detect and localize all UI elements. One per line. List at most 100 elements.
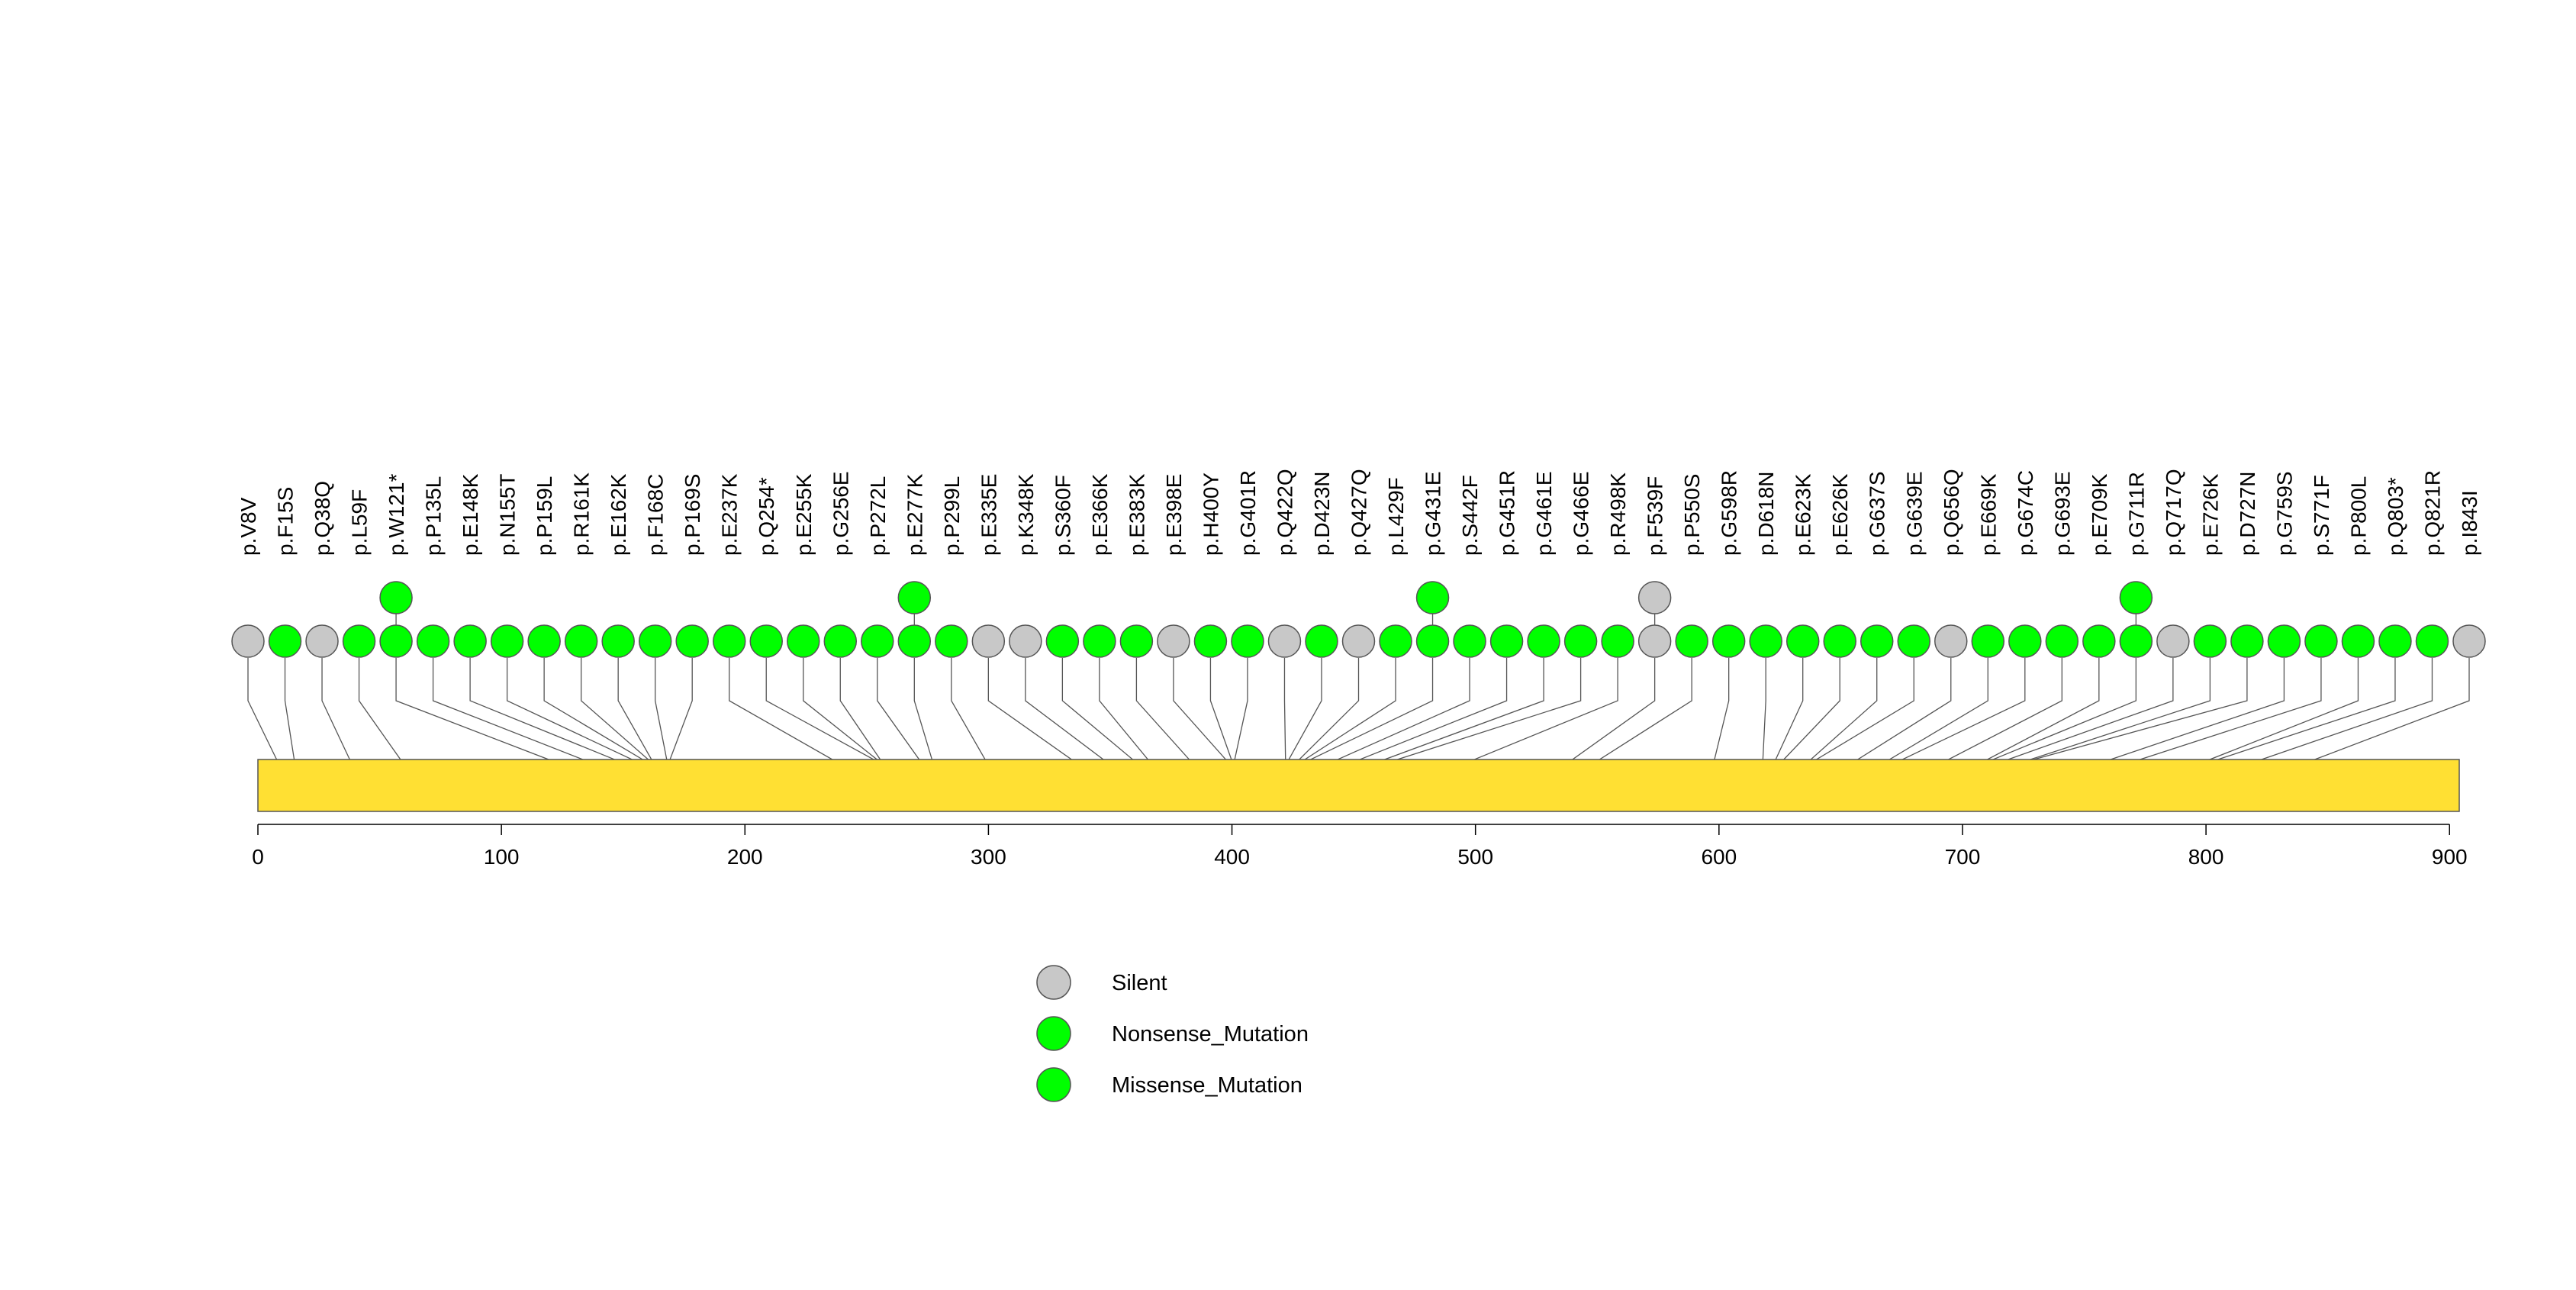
mutation-label: p.E277K <box>903 473 926 556</box>
mutation-dot-missense-mutation <box>861 624 894 658</box>
x-tick-label: 200 <box>727 845 763 869</box>
mutation-label: p.S771F <box>2310 475 2333 556</box>
x-tick-label: 300 <box>971 845 1006 869</box>
mutation-label: p.G401R <box>1236 470 1260 556</box>
mutation-dot-silent <box>1157 624 1190 658</box>
mutation-label: p.E162K <box>607 473 630 556</box>
mutation-dot-missense-mutation <box>2008 624 2042 658</box>
mutation-labels: p.V8V p.F15S p.Q38Q p.L59F p.W121* p.P135L p.E… <box>237 469 2481 556</box>
mutation-label: p.E726K <box>2198 473 2222 556</box>
legend-marker <box>1036 965 1071 1000</box>
mutation-dot-silent <box>971 624 1006 658</box>
mutation-dot-missense-mutation <box>1193 624 1228 658</box>
mutation-dot-missense-mutation <box>2082 624 2116 658</box>
mutation-label: p.I843I <box>2458 490 2481 556</box>
mutation-dot-nonsense-mutation <box>2378 624 2412 658</box>
mutation-label: p.S442F <box>1458 475 1482 556</box>
mutation-dot-nonsense-mutation <box>379 624 413 658</box>
mutation-dot-silent <box>1009 624 1042 658</box>
x-tick-label: 800 <box>2188 845 2224 869</box>
mutation-label: p.G674C <box>2014 470 2037 556</box>
mutation-dot-missense-mutation <box>712 624 746 658</box>
mutation-label: p.H400Y <box>1199 472 1222 556</box>
mutation-dot-missense-mutation <box>1489 624 1524 658</box>
mutation-dot-missense-mutation <box>1860 624 1894 658</box>
mutation-label: p.Q38Q <box>311 481 334 556</box>
mutation-label: p.G461E <box>1532 471 1556 556</box>
mutation-dot-missense-mutation <box>490 624 524 658</box>
mutation-label: p.Q427Q <box>1348 469 1371 556</box>
mutation-dot-missense-mutation <box>1453 624 1486 658</box>
mutation-dot-missense-mutation <box>1675 624 1708 658</box>
mutation-dot-missense-mutation <box>527 624 561 658</box>
legend-marker <box>1036 1016 1071 1051</box>
mutation-dot-missense-mutation <box>2341 624 2375 658</box>
mutation-dot-missense-mutation <box>1897 624 1930 658</box>
mutation-dot-missense-mutation <box>268 624 302 658</box>
mutation-dot-missense-mutation <box>601 624 635 658</box>
mutation-label: p.E623K <box>1792 473 1815 556</box>
mutation-label: p.Q717Q <box>2162 469 2185 556</box>
mutation-dot-silent <box>1341 624 1376 658</box>
x-tick-label: 900 <box>2432 845 2468 869</box>
mutation-dot-missense-mutation <box>2304 624 2338 658</box>
x-tick-label: 500 <box>1457 845 1493 869</box>
mutation-label: p.E255K <box>792 473 816 556</box>
legend-label: Missense_Mutation <box>1112 1073 1302 1098</box>
mutation-dot-missense-mutation <box>564 624 598 658</box>
mutation-label: p.W121* <box>385 474 408 556</box>
mutation-label: p.F168C <box>644 474 668 556</box>
mutation-label: p.P299L <box>940 476 964 556</box>
mutation-dot-missense-mutation <box>2193 624 2227 658</box>
mutation-label: p.F539F <box>1644 476 1667 556</box>
mutation-label: p.Q803* <box>2384 477 2407 556</box>
mutation-label: p.D423N <box>1310 471 1334 556</box>
mutation-label: p.P169S <box>681 474 704 556</box>
mutation-label: p.L59F <box>348 489 372 556</box>
mutation-dot-nonsense-mutation <box>379 581 413 614</box>
mutation-dot-nonsense-mutation <box>749 624 783 658</box>
mutation-label: p.G431E <box>1422 471 1445 556</box>
mutation-dot-missense-mutation <box>1045 624 1080 658</box>
x-axis: 0 100 200 300 400 500 600 700 800 900 <box>252 824 2468 869</box>
x-tick-label: 0 <box>252 845 264 869</box>
mutation-label: p.E148K <box>459 473 482 556</box>
mutation-label: p.G598R <box>1718 470 1741 556</box>
mutation-label: p.G639E <box>1902 471 1926 556</box>
mutation-dot-missense-mutation <box>935 624 968 658</box>
mutation-dot-silent <box>2156 624 2190 658</box>
x-tick-label: 700 <box>1945 845 1981 869</box>
mutation-dot-missense-mutation <box>638 624 672 658</box>
mutation-dot-missense-mutation <box>416 624 450 658</box>
mutation-dot-silent <box>1934 624 1968 658</box>
lollipop-markers <box>231 581 2486 658</box>
mutation-label: p.E383K <box>1125 473 1148 556</box>
mutation-dot-missense-mutation <box>2415 624 2449 658</box>
mutation-label: p.D618N <box>1754 471 1778 556</box>
mutation-dot-silent <box>1267 624 1302 658</box>
mutation-label: p.E669K <box>1976 473 2000 556</box>
mutation-dot-missense-mutation <box>1785 624 1820 658</box>
mutation-dot-missense-mutation <box>1527 624 1560 658</box>
mutation-dot-missense-mutation <box>1305 624 1338 658</box>
x-tick-label: 100 <box>484 845 520 869</box>
mutation-label: p.D727N <box>2236 471 2259 556</box>
mutation-label: p.E335E <box>977 474 1000 556</box>
mutation-label: p.R161K <box>570 472 594 556</box>
mutation-label: p.L429F <box>1384 477 1408 556</box>
mutation-label: p.E398E <box>1162 474 1186 556</box>
mutation-label: p.N155T <box>496 474 520 556</box>
mutation-label: p.S360F <box>1051 475 1074 556</box>
mutation-dot-missense-mutation <box>1823 624 1856 658</box>
mutation-dot-missense-mutation <box>1711 624 1746 658</box>
x-tick-label: 600 <box>1701 845 1737 869</box>
mutation-dot-missense-mutation <box>1601 624 1634 658</box>
mutation-label: p.G256E <box>829 471 852 556</box>
mutation-dot-missense-mutation <box>1415 624 1450 658</box>
mutation-label: p.G693E <box>2050 471 2074 556</box>
mutation-dot-missense-mutation <box>787 624 820 658</box>
protein-bar <box>257 759 2460 812</box>
mutation-label: p.G451R <box>1496 470 1519 556</box>
mutation-label: p.P159L <box>533 476 556 556</box>
